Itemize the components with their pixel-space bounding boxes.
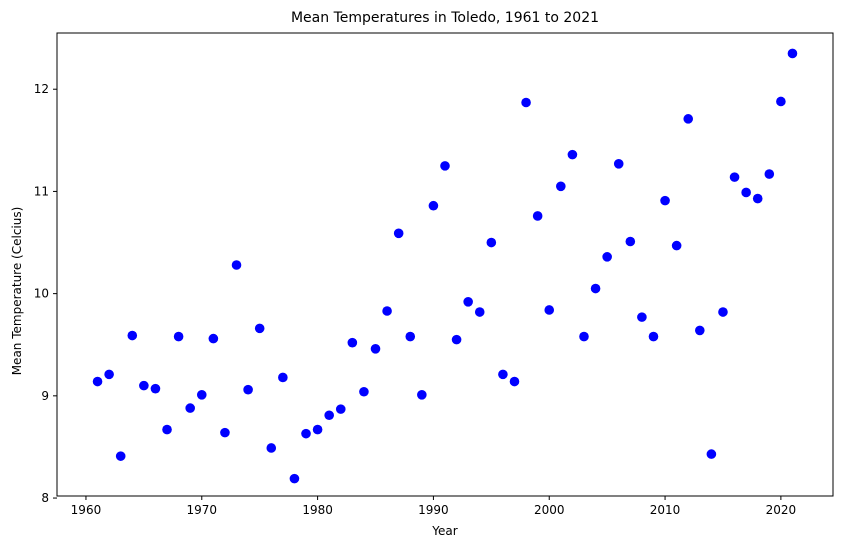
y-tick-label: 11: [34, 184, 49, 198]
data-point: [544, 305, 555, 315]
data-point: [359, 386, 369, 397]
data-point: [602, 252, 612, 262]
y-axis-label: Mean Temperature (Celcius): [10, 207, 24, 376]
data-point: [451, 334, 462, 345]
data-point: [335, 404, 346, 414]
data-point: [752, 193, 763, 204]
x-tick-label: 1990: [418, 503, 449, 517]
data-point: [521, 97, 531, 108]
data-point: [162, 424, 172, 435]
data-point: [127, 330, 138, 341]
data-point: [741, 187, 751, 198]
data-point: [150, 383, 161, 394]
data-point: [231, 260, 242, 270]
data-point: [660, 195, 670, 206]
data-point: [301, 428, 311, 439]
data-point: [417, 390, 427, 400]
data-point: [266, 443, 277, 453]
data-point: [463, 297, 473, 307]
plot-area: 1960 1970 1980 1990 2000 2010 2020 8 9 10 11 12: [34, 32, 834, 517]
data-point: [718, 307, 728, 317]
data-point: [208, 333, 219, 344]
data-point: [196, 390, 207, 400]
data-point: [220, 427, 230, 438]
x-tick-label: 1960: [71, 503, 102, 517]
data-point: [613, 159, 624, 169]
x-tick-label: 2000: [534, 503, 565, 517]
data-point: [776, 96, 786, 107]
data-point: [671, 240, 682, 251]
data-point: [92, 376, 103, 387]
data-point: [382, 306, 392, 316]
data-point: [498, 369, 508, 380]
data-point: [567, 149, 578, 160]
data-point: [729, 172, 740, 182]
y-tick-label: 8: [41, 491, 49, 505]
data-point: [532, 211, 543, 221]
data-point: [428, 200, 439, 211]
y-tick-label: 12: [34, 82, 49, 96]
y-tick-label: 9: [41, 389, 49, 403]
data-point: [625, 236, 636, 247]
data-point: [185, 403, 195, 413]
data-point: [104, 369, 114, 380]
data-point: [173, 331, 184, 342]
data-point: [347, 337, 358, 348]
data-point: [637, 312, 647, 322]
x-tick-label: 2020: [766, 503, 797, 517]
data-point: [243, 384, 253, 395]
data-point: [683, 114, 694, 124]
data-point: [393, 228, 404, 239]
y-tick-label: 10: [34, 287, 49, 301]
plot-frame: [56, 32, 834, 497]
data-point: [440, 161, 450, 171]
data-point: [115, 451, 126, 461]
data-point: [139, 380, 149, 391]
data-point: [486, 237, 497, 248]
chart-title: Mean Temperatures in Toledo, 1961 to 202…: [291, 10, 599, 26]
data-point: [648, 331, 659, 342]
data-point: [556, 181, 566, 192]
data-point: [474, 307, 485, 317]
x-tick-label: 2010: [650, 503, 681, 517]
data-point: [278, 372, 288, 383]
x-tick-label: 1970: [187, 503, 218, 517]
data-point: [579, 331, 589, 342]
x-axis-label: Year: [431, 524, 457, 538]
data-point: [312, 424, 323, 435]
data-point: [324, 410, 334, 421]
data-point: [590, 283, 601, 294]
data-point: [289, 473, 300, 484]
data-point: [787, 48, 798, 59]
data-point: [254, 323, 265, 334]
data-point: [764, 169, 775, 179]
data-point: [405, 331, 416, 342]
data-point: [509, 376, 520, 387]
data-point: [695, 325, 705, 336]
data-point: [706, 449, 717, 459]
data-point: [370, 344, 381, 354]
x-tick-label: 1980: [302, 503, 333, 517]
